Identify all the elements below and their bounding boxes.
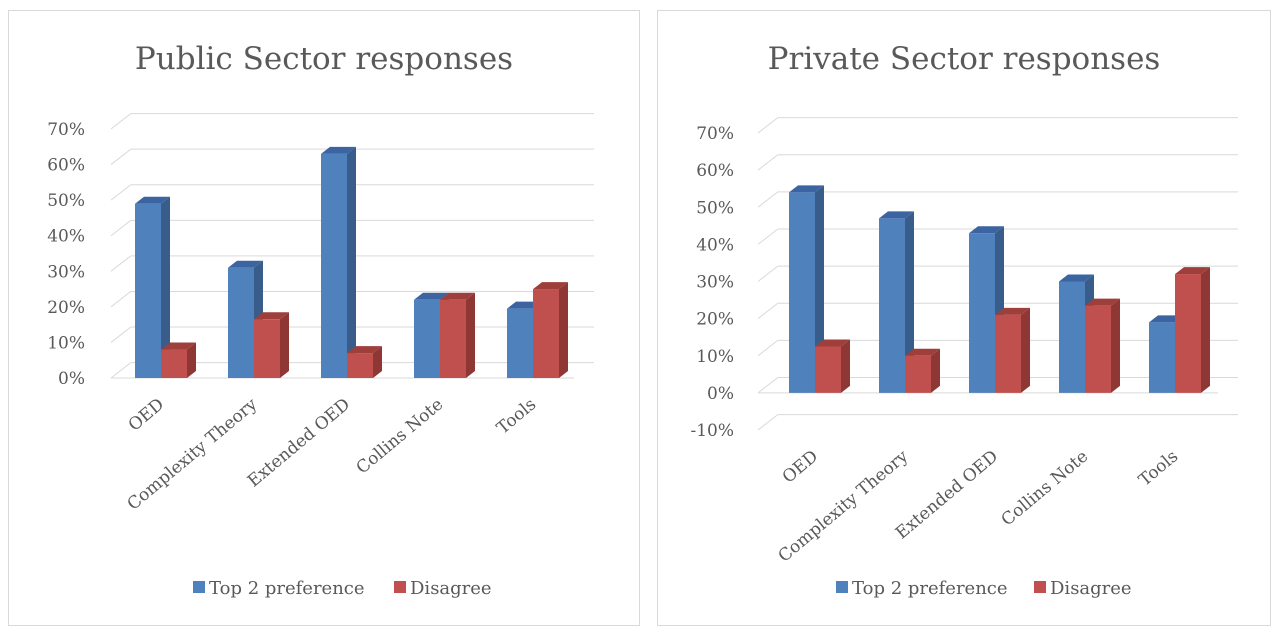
bar-top-2-preference-complexity-theory: [879, 211, 914, 393]
x-tick-label: Collins Note: [353, 395, 448, 479]
bar-disagree-extended-oed: [995, 307, 1030, 393]
y-tick-label: 10%: [696, 347, 734, 367]
gridline-depth: [110, 113, 132, 130]
gridline-depth: [110, 219, 132, 237]
gridline-depth: [757, 191, 779, 208]
y-tick-label: 0%: [707, 384, 734, 404]
y-tick-label: 50%: [47, 191, 85, 211]
y-tick-label: 70%: [47, 120, 85, 140]
legend-item-top-2-preference: Top 2 preference: [836, 578, 1008, 599]
bar-disagree-tools: [1175, 267, 1210, 393]
y-tick-label: 60%: [696, 161, 734, 181]
bar-top-2-preference-extended-oed: [321, 146, 356, 378]
legend-swatch: [1034, 581, 1046, 593]
gridline-depth: [757, 339, 779, 357]
legend-item-disagree: Disagree: [1034, 578, 1132, 599]
bar-top-2-preference-oed: [789, 185, 824, 393]
y-tick-label: 30%: [47, 262, 85, 282]
gridline-depth: [110, 148, 132, 165]
gridline-depth: [110, 362, 132, 379]
chart-private-sector: Private Sector responses -10% 0% 10% 20% 30% 4…: [690, 41, 1238, 599]
x-tick-label: Collins Note: [998, 447, 1093, 531]
legend-swatch: [836, 581, 848, 593]
y-tick-label: 20%: [696, 310, 734, 330]
y-tick-label: 70%: [696, 124, 734, 144]
legend-item-disagree: Disagree: [394, 578, 492, 599]
legend-label: Disagree: [1050, 578, 1132, 599]
legend-label: Top 2 preference: [209, 578, 365, 599]
y-tick-label: 50%: [696, 198, 734, 218]
chart-title: Public Sector responses: [135, 41, 513, 77]
x-tick-label: OED: [779, 447, 822, 488]
x-tick-label: OED: [125, 395, 168, 436]
gridline-depth: [110, 291, 132, 308]
y-tick-label: 60%: [47, 156, 85, 176]
chart-public-sector: Public Sector responses 0% 10% 20% 30% 40% 50%…: [47, 41, 594, 599]
x-tick-label: Tools: [1135, 447, 1182, 491]
legend-swatch: [193, 581, 205, 593]
legend-item-top-2-preference: Top 2 preference: [193, 578, 365, 599]
gridline-depth: [757, 265, 779, 282]
bar-disagree-oed: [815, 339, 850, 393]
gridline-depth: [757, 154, 779, 171]
bar-disagree-complexity-theory: [254, 312, 289, 378]
legend-swatch: [394, 581, 406, 593]
gridline-depth: [757, 117, 779, 134]
chart-panel-public: Public Sector responses 0% 10% 20% 30% 40% 50%…: [8, 10, 640, 626]
bar-disagree-oed: [161, 342, 196, 378]
x-tick-label: Tools: [493, 395, 540, 439]
gridline-depth: [110, 184, 132, 201]
gridline-depth: [110, 255, 132, 272]
y-tick-label: -10%: [690, 421, 734, 441]
bar-disagree-extended-oed: [347, 346, 382, 378]
y-tick-label: 0%: [58, 369, 85, 389]
chart-panel-private: Private Sector responses -10% 0% 10% 20% 30% 4…: [657, 10, 1271, 626]
y-tick-label: 20%: [47, 298, 85, 318]
gridline-depth: [757, 414, 779, 431]
gridline-depth: [757, 377, 779, 394]
bar-disagree-collins-note: [1085, 298, 1120, 393]
bar-disagree-complexity-theory: [905, 348, 940, 393]
legend-label: Top 2 preference: [852, 578, 1008, 599]
y-tick-label: 30%: [696, 273, 734, 293]
bar-disagree-tools: [533, 282, 568, 378]
chart-title: Private Sector responses: [768, 41, 1161, 77]
legend-label: Disagree: [410, 578, 492, 599]
bar-top-2-preference-oed: [135, 196, 170, 378]
y-tick-label: 40%: [47, 227, 85, 247]
y-tick-label: 10%: [47, 333, 85, 353]
bar-disagree-collins-note: [440, 292, 475, 378]
y-tick-label: 40%: [696, 235, 734, 255]
gridline-depth: [110, 326, 132, 343]
gridline-depth: [757, 228, 779, 245]
gridline-depth: [757, 302, 779, 320]
